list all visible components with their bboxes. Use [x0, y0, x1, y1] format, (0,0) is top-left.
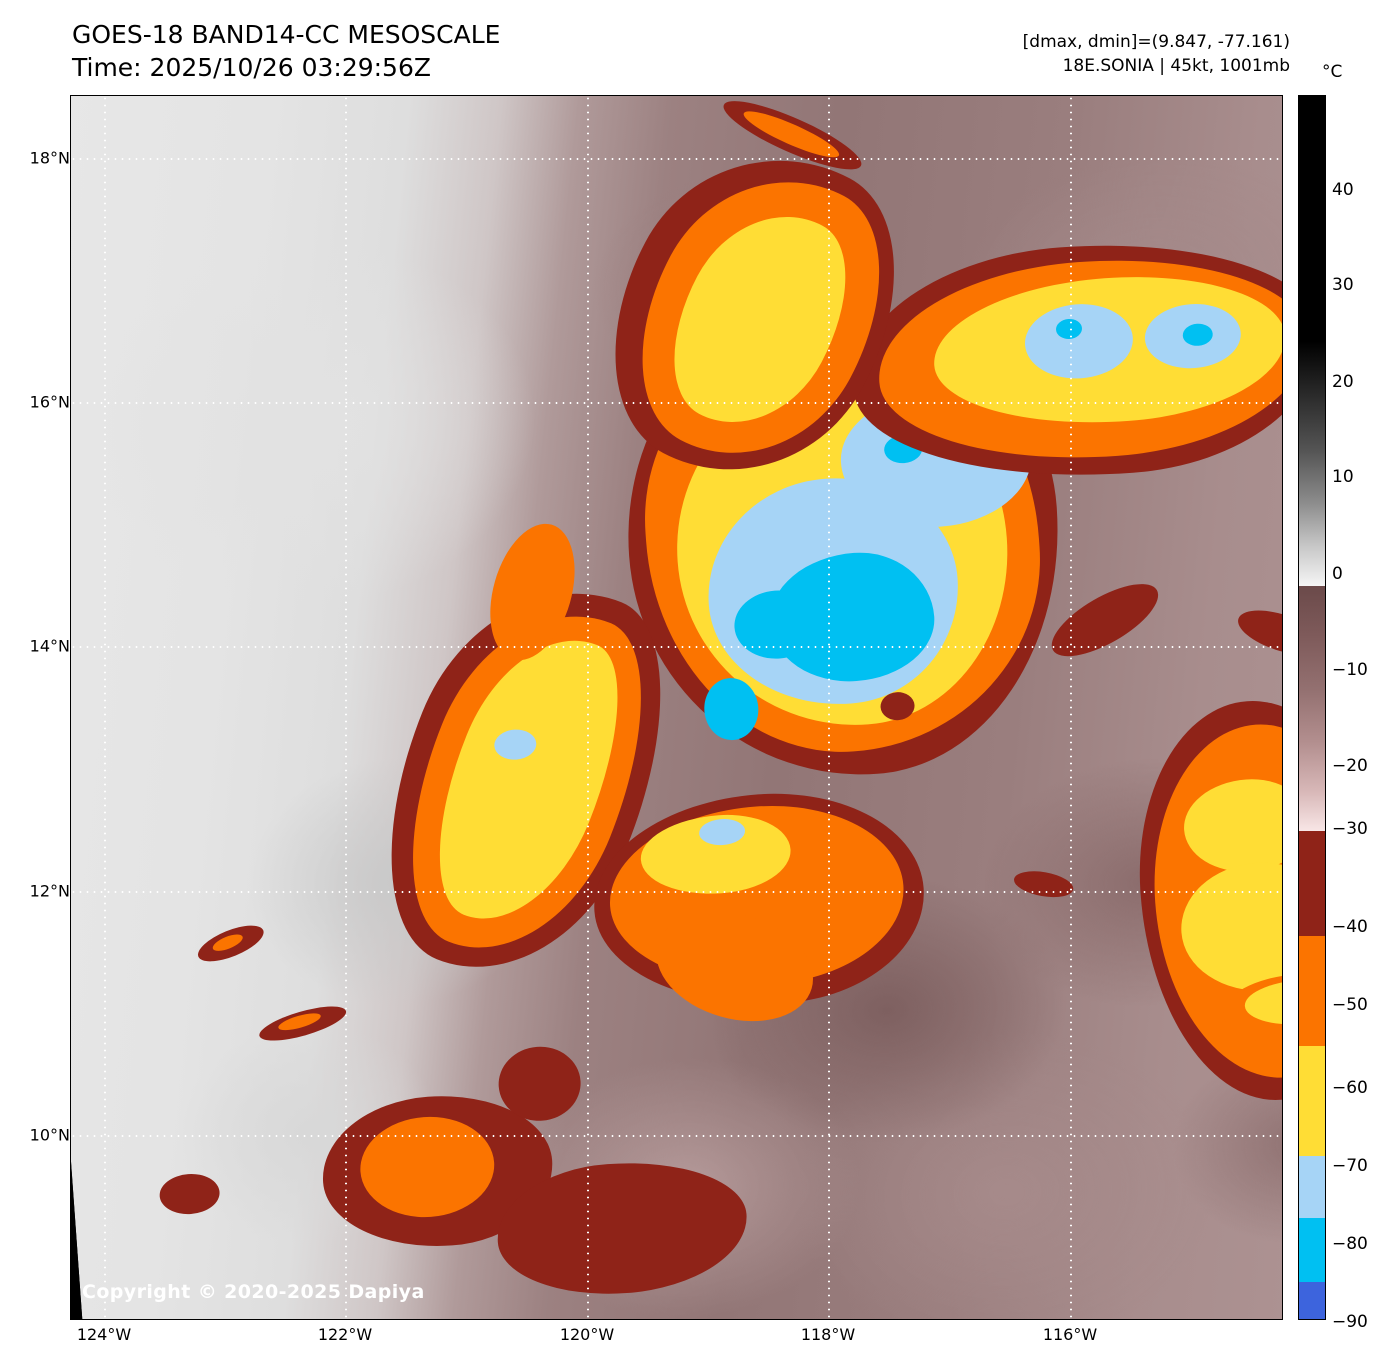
- colorbar-tick-m80: −80: [1332, 1234, 1368, 1254]
- colorbar-segment-orange: [1299, 936, 1325, 1046]
- ytick-label-12n: 12°N: [29, 881, 70, 901]
- ytick-label-18n: 18°N: [29, 148, 70, 168]
- colorbar-tick-30: 30: [1332, 275, 1354, 295]
- copyright-notice: Copyright © 2020-2025 Dapiya: [82, 1281, 425, 1303]
- colorbar-segment-yellow: [1299, 1046, 1325, 1156]
- colorbar-segment-blue: [1299, 1282, 1325, 1319]
- colorbar-segment-light-blue: [1299, 1156, 1325, 1218]
- page-title: GOES-18 BAND14-CC MESOSCALE: [72, 20, 501, 49]
- colorbar-tick-m30: −30: [1332, 819, 1368, 839]
- colorbar-tick-m40: −40: [1332, 917, 1368, 937]
- colorbar-tick-m70: −70: [1332, 1156, 1368, 1176]
- timestamp: Time: 2025/10/26 03:29:56Z: [72, 53, 431, 82]
- colorbar-segment-cyan: [1299, 1218, 1325, 1282]
- dmax-dmin-readout: [dmax, dmin]=(9.847, -77.161): [1022, 32, 1290, 52]
- satellite-swath: [70, 95, 1283, 1320]
- colorbar-tick-m20: −20: [1332, 756, 1368, 776]
- xtick-label-120w: 120°W: [559, 1325, 615, 1344]
- colorbar-tick-m90: −90: [1332, 1312, 1368, 1332]
- colorbar-unit-label: °C: [1322, 62, 1343, 82]
- ytick-label-16n: 16°N: [29, 392, 70, 412]
- colorbar-tick-m60: −60: [1332, 1078, 1368, 1098]
- colorbar-segment-dark-red: [1299, 831, 1325, 936]
- colorbar-tick-m50: −50: [1332, 995, 1368, 1015]
- ytick-label-14n: 14°N: [29, 636, 70, 656]
- colorbar-tick-10: 10: [1332, 467, 1354, 487]
- header-title-block: GOES-18 BAND14-CC MESOSCALE Time: 2025/1…: [72, 18, 500, 84]
- xtick-label-116w: 116°W: [1042, 1325, 1098, 1344]
- colorbar-tick-m10: −10: [1332, 660, 1368, 680]
- xtick-label-122w: 122°W: [317, 1325, 373, 1344]
- storm-info: 18E.SONIA | 45kt, 1001mb: [1062, 56, 1290, 76]
- colorbar-segment-mauve: [1299, 586, 1325, 831]
- colorbar-tick-0: 0: [1332, 564, 1343, 584]
- colorbar[interactable]: [1298, 95, 1326, 1320]
- header-meta-block: [dmax, dmin]=(9.847, -77.161) 18E.SONIA …: [1023, 30, 1290, 78]
- colorbar-tick-40: 40: [1332, 180, 1354, 200]
- ytick-label-10n: 10°N: [29, 1125, 70, 1145]
- xtick-label-124w: 124°W: [76, 1325, 132, 1344]
- colorbar-segment-grayscale: [1299, 341, 1325, 586]
- colorbar-tick-20: 20: [1332, 372, 1354, 392]
- xtick-label-118w: 118°W: [800, 1325, 856, 1344]
- colorbar-segment-black: [1299, 96, 1325, 341]
- satellite-image-plot[interactable]: Copyright © 2020-2025 Dapiya: [70, 95, 1283, 1320]
